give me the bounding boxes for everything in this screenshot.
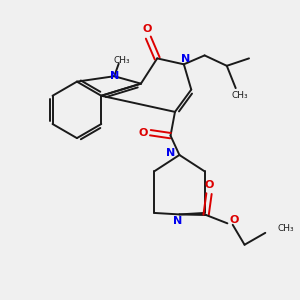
Text: CH₃: CH₃: [232, 91, 248, 100]
Text: O: O: [204, 180, 214, 190]
Text: N: N: [110, 71, 119, 81]
Text: N: N: [173, 216, 183, 226]
Text: N: N: [167, 148, 176, 158]
Text: O: O: [229, 215, 239, 225]
Text: N: N: [181, 54, 190, 64]
Text: O: O: [138, 128, 148, 138]
Text: O: O: [142, 24, 152, 34]
Text: CH₃: CH₃: [113, 56, 130, 65]
Text: CH₃: CH₃: [278, 224, 294, 233]
